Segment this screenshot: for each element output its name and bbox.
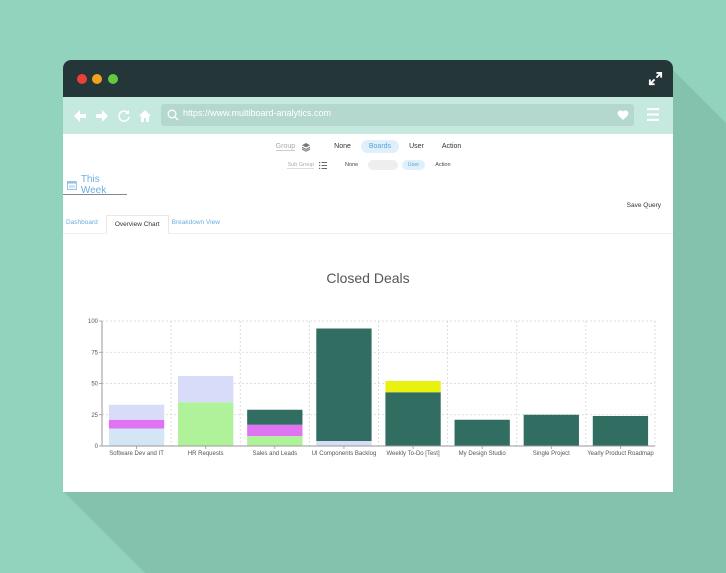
title-bar	[63, 60, 673, 97]
bar-segment[interactable]	[108, 428, 165, 447]
y-axis-label: 0	[95, 444, 99, 450]
layers-icon	[301, 142, 311, 152]
arrow-right-icon[interactable]	[95, 109, 109, 123]
close-window-button[interactable]	[77, 74, 87, 84]
x-axis-label: Software Dev and IT	[109, 451, 164, 457]
reload-icon[interactable]	[117, 109, 131, 123]
bar-segment[interactable]	[316, 328, 372, 442]
sub-group-option-action[interactable]: Action	[435, 162, 451, 168]
bar-segment[interactable]	[247, 409, 303, 425]
arrow-left-icon[interactable]	[73, 109, 87, 123]
x-axis-label: UI Components Backlog	[312, 451, 377, 457]
y-axis-label: 100	[88, 319, 99, 325]
bar-segment[interactable]	[385, 381, 441, 393]
maximize-window-button[interactable]	[108, 74, 118, 84]
tab-dashboard[interactable]: Dashboard	[66, 219, 98, 226]
group-selector: Group None Boards User Action	[63, 140, 673, 153]
address-bar[interactable]: https://www.multiboard-analytics.com	[161, 104, 634, 126]
group-option-action[interactable]: Action	[441, 143, 462, 150]
group-option-boards[interactable]: Boards	[360, 140, 400, 153]
closed-deals-chart: Software Dev and IT HR Requests Sales and …	[88, 319, 656, 457]
group-option-none[interactable]: None	[334, 143, 351, 150]
heart-icon[interactable]	[617, 109, 629, 121]
bar-segment[interactable]	[247, 436, 303, 446]
list-icon	[319, 161, 328, 169]
minimize-window-button[interactable]	[92, 74, 102, 84]
home-icon[interactable]	[138, 109, 152, 123]
bar-segment[interactable]	[523, 414, 579, 446]
bar-segment[interactable]	[385, 392, 441, 446]
sub-group-selector: Sub Group None Boards User Action	[63, 160, 673, 170]
bar-segment[interactable]	[108, 419, 165, 429]
x-axis-label: Sales and Leads	[252, 451, 297, 457]
tab-overview-chart[interactable]: Overview Chart	[105, 215, 169, 234]
page-content: Group None Boards User Action Sub Group …	[63, 134, 673, 492]
x-axis-label: Weekly To-Do [Test]	[386, 451, 439, 457]
bar-segment[interactable]	[316, 441, 372, 446]
hamburger-menu-icon[interactable]	[647, 108, 659, 121]
view-tabs: Dashboard Overview Chart Breakdown View	[63, 215, 673, 234]
x-axis-label: Yearly Product Roadmap	[587, 451, 654, 457]
sub-group-option-user[interactable]: User	[401, 160, 426, 170]
x-axis-label: Single Project	[533, 451, 570, 457]
group-label: Group	[275, 142, 296, 151]
bar-segment[interactable]	[178, 376, 234, 403]
y-axis-label: 50	[91, 382, 98, 388]
group-option-user[interactable]: User	[409, 143, 424, 150]
x-axis-label: My Design Studio	[459, 451, 507, 457]
sub-group-option-none[interactable]: None	[345, 162, 359, 168]
save-query-button[interactable]: Save Query	[626, 202, 661, 209]
bar-segment[interactable]	[108, 404, 165, 420]
expand-icon[interactable]	[648, 71, 663, 86]
date-range-label: This Week	[80, 174, 107, 196]
tab-breakdown-view[interactable]: Breakdown View	[171, 219, 220, 226]
y-axis-label: 25	[91, 413, 98, 419]
date-range-selector[interactable]: This Week	[63, 174, 127, 196]
y-axis-label: 75	[91, 350, 98, 356]
navigation-bar: https://www.multiboard-analytics.com	[63, 97, 673, 134]
sub-group-option-boards: Boards	[368, 160, 398, 170]
bar-segment[interactable]	[592, 416, 649, 446]
x-axis-label: HR Requests	[188, 451, 224, 457]
calendar-icon	[67, 180, 77, 190]
chart-title: Closed Deals	[326, 270, 410, 286]
sub-group-label: Sub Group	[287, 161, 315, 169]
browser-window: https://www.multiboard-analytics.com Gro…	[63, 60, 673, 492]
bar-segment[interactable]	[178, 402, 234, 446]
bar-segment[interactable]	[247, 424, 303, 436]
bar-segment[interactable]	[454, 419, 510, 446]
url-text: https://www.multiboard-analytics.com	[183, 108, 332, 118]
search-icon	[167, 109, 179, 121]
